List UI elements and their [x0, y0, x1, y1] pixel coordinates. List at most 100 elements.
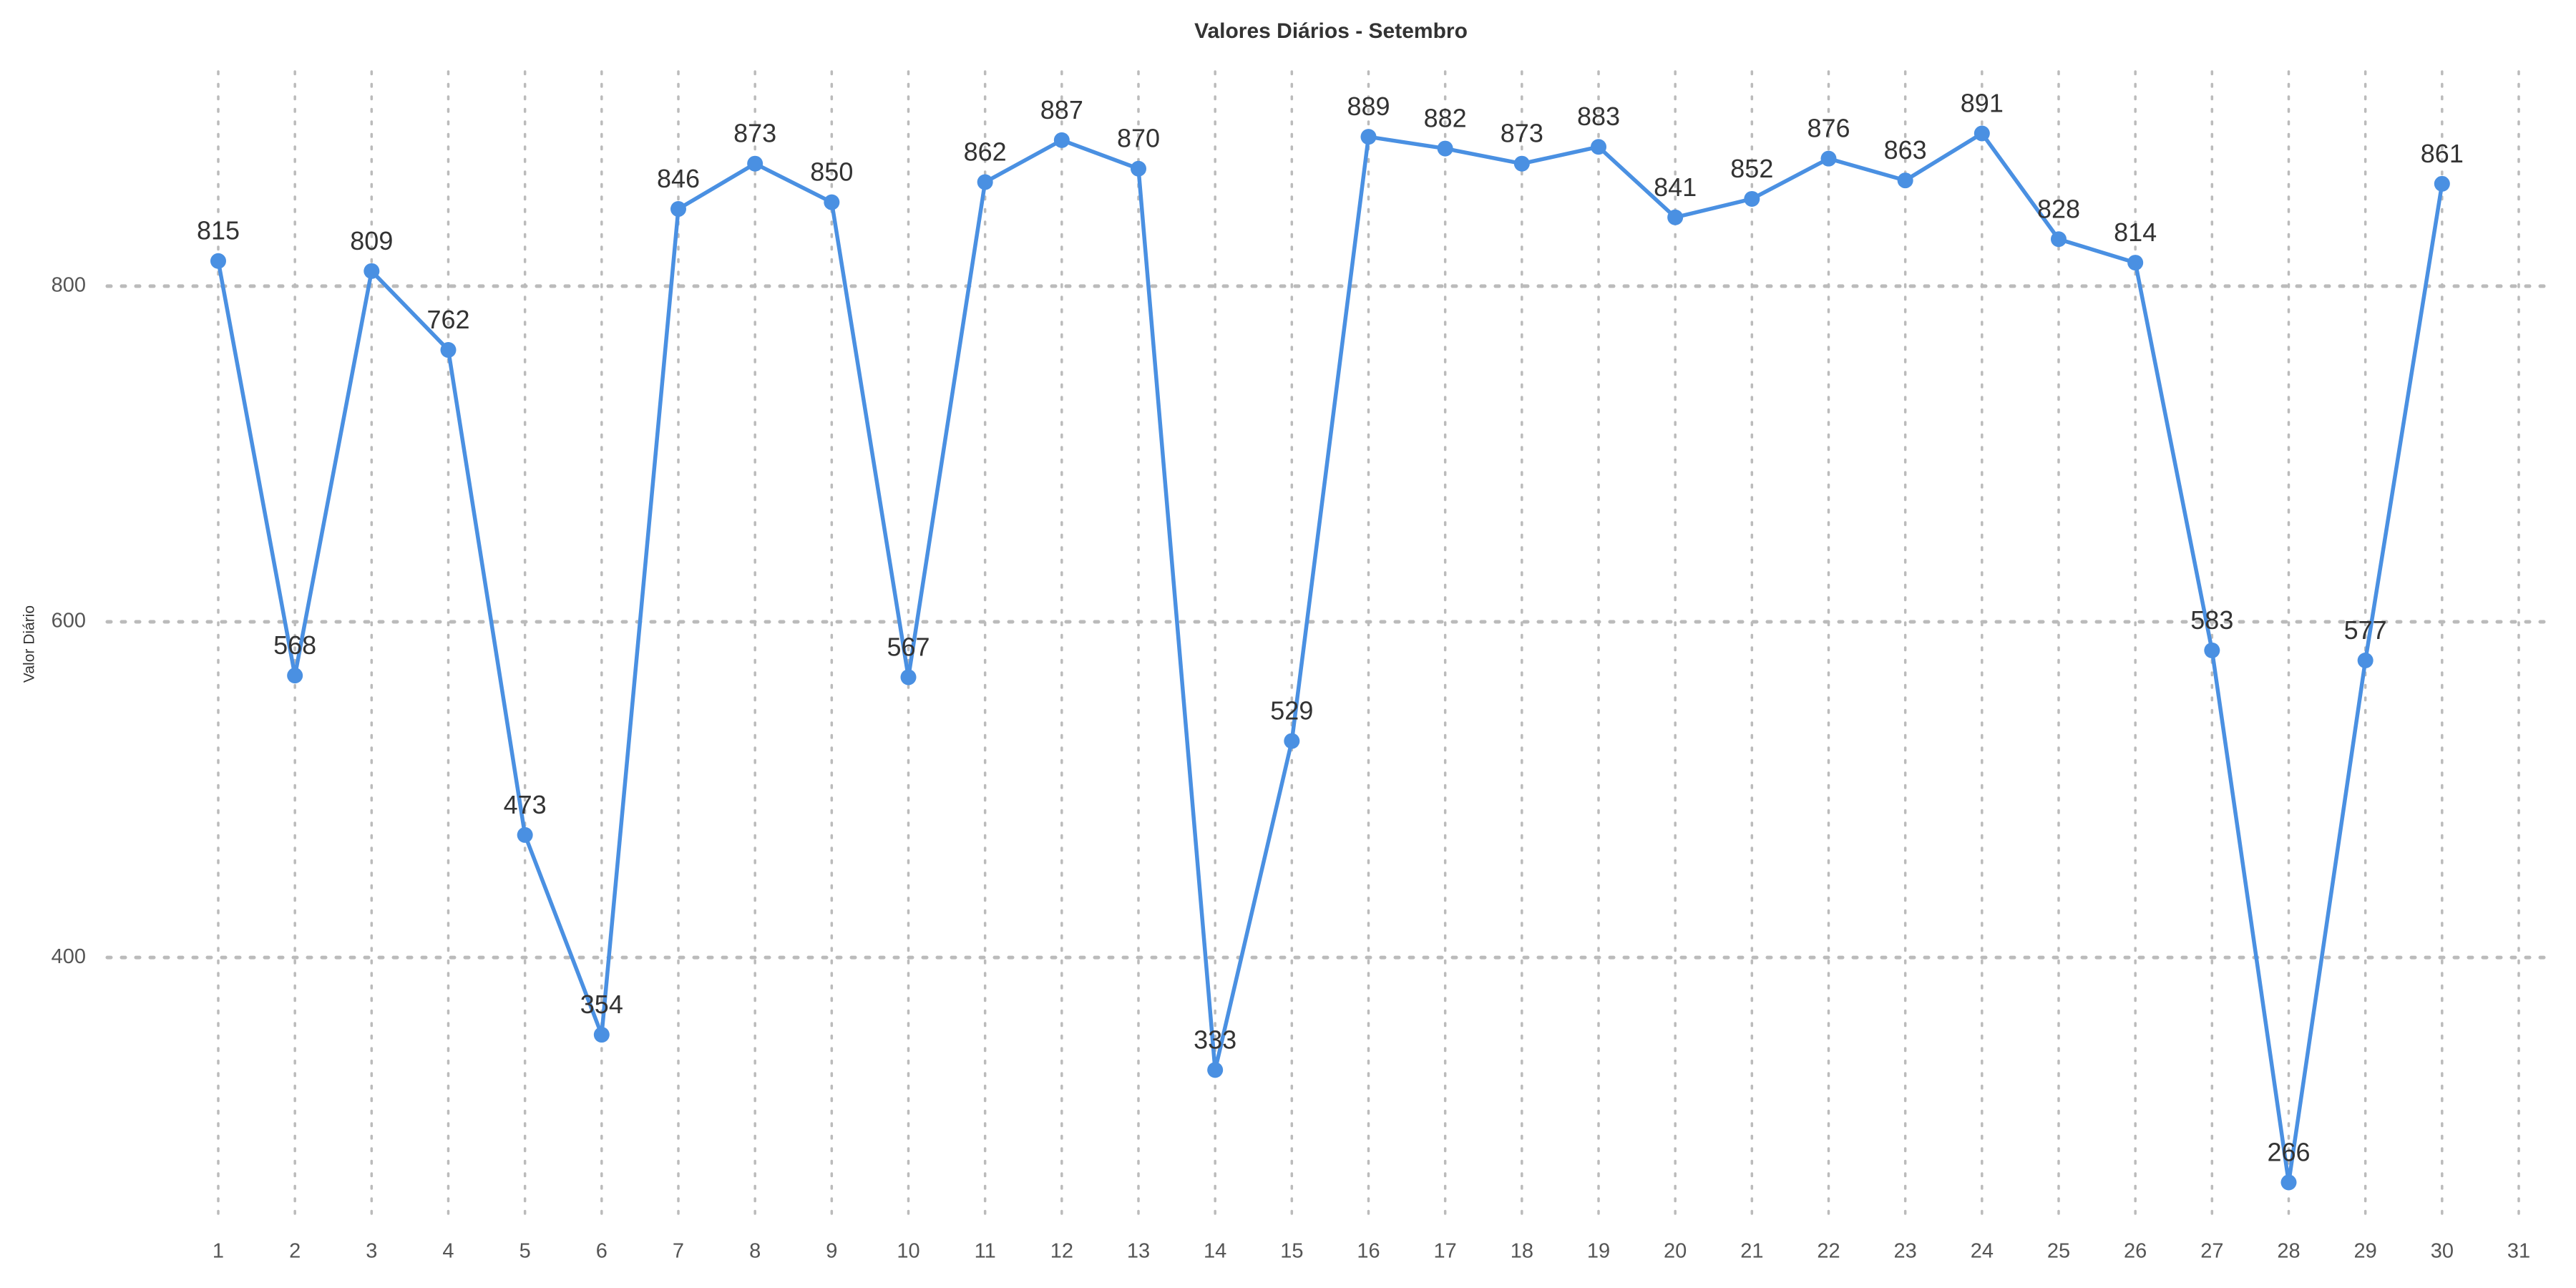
data-point [1667, 209, 1684, 225]
data-label: 266 [2267, 1137, 2310, 1166]
x-tick-label: 24 [1971, 1240, 1994, 1263]
data-label: 883 [1577, 102, 1620, 131]
data-label: 583 [2190, 605, 2233, 635]
data-point [1207, 1062, 1224, 1078]
data-label: 828 [2037, 194, 2080, 223]
data-point [1131, 160, 1146, 177]
data-point [1591, 139, 1606, 155]
data-label: 861 [2421, 139, 2464, 168]
x-tick-label: 28 [2277, 1240, 2300, 1263]
y-tick-label: 400 [52, 945, 86, 968]
data-point [824, 194, 840, 210]
data-label: 815 [197, 216, 240, 245]
data-label: 473 [504, 790, 547, 819]
data-label: 841 [1654, 172, 1697, 202]
x-tick-label: 1 [213, 1240, 224, 1263]
data-label: 852 [1730, 154, 1773, 183]
data-point [2280, 1174, 2297, 1191]
x-tick-label: 5 [519, 1240, 531, 1263]
data-label: 850 [810, 157, 853, 187]
data-point [977, 174, 993, 190]
data-point [1053, 132, 1070, 148]
data-point [287, 668, 303, 684]
data-point [2204, 642, 2220, 658]
data-point [1437, 140, 1453, 157]
x-tick-label: 16 [1357, 1240, 1380, 1263]
data-point [2127, 255, 2144, 271]
x-tick-label: 21 [1740, 1240, 1763, 1263]
x-tick-label: 20 [1664, 1240, 1687, 1263]
data-label: 887 [1040, 95, 1083, 125]
grid-lines [105, 70, 2557, 1218]
data-point [1820, 150, 1837, 167]
series-line [216, 131, 2444, 1185]
data-point [364, 263, 380, 279]
data-point [1360, 129, 1377, 145]
x-tick-label: 13 [1127, 1240, 1150, 1263]
data-point [1284, 733, 1300, 749]
x-tick-label: 4 [442, 1240, 454, 1263]
data-label: 809 [350, 226, 393, 255]
data-point [1513, 155, 1530, 172]
x-tick-label: 10 [897, 1240, 919, 1263]
data-label: 862 [964, 137, 1007, 167]
y-axis-ticks: 400 600 800 [52, 274, 86, 968]
data-point [2357, 652, 2373, 668]
data-point [440, 342, 457, 358]
data-point [900, 669, 917, 686]
data-label: 873 [1501, 119, 1543, 148]
data-label: 846 [657, 164, 700, 193]
data-label: 891 [1961, 88, 2004, 117]
x-tick-label: 2 [289, 1240, 301, 1263]
data-point [210, 253, 226, 269]
data-point [1974, 125, 1990, 142]
x-tick-label: 18 [1511, 1240, 1533, 1263]
x-tick-label: 31 [2507, 1240, 2530, 1263]
data-point [670, 201, 686, 218]
data-point [2051, 231, 2067, 248]
data-labels: 815 568 809 762 473 354 846 873 850 567 862 887 870 3… [197, 88, 2464, 1166]
data-label: 882 [1424, 104, 1467, 133]
x-axis-ticks: 1 2 3 4 5 6 7 8 9 10 11 12 13 14 15 16 17 18 19 20 21 22 23 24 2… [213, 1240, 2530, 1263]
data-point [2434, 175, 2450, 192]
data-label: 814 [2114, 218, 2157, 247]
x-tick-label: 19 [1587, 1240, 1610, 1263]
data-label: 870 [1117, 124, 1160, 153]
data-label: 567 [887, 632, 930, 661]
x-tick-label: 14 [1204, 1240, 1226, 1263]
x-tick-label: 27 [2200, 1240, 2223, 1263]
data-label: 354 [580, 990, 623, 1019]
data-label: 333 [1194, 1025, 1236, 1054]
y-axis-label: Valor Diário [21, 605, 38, 683]
x-tick-label: 11 [975, 1240, 996, 1263]
data-point [1744, 190, 1760, 207]
y-tick-label: 800 [52, 274, 86, 297]
data-point [593, 1027, 610, 1043]
data-label: 762 [426, 305, 469, 334]
y-tick-label: 600 [52, 610, 86, 633]
x-tick-label: 30 [2431, 1240, 2454, 1263]
x-tick-label: 26 [2124, 1240, 2147, 1263]
x-tick-label: 9 [826, 1240, 837, 1263]
data-label: 863 [1884, 135, 1927, 165]
data-points [210, 125, 2450, 1191]
x-tick-label: 17 [1434, 1240, 1457, 1263]
data-label: 876 [1807, 114, 1850, 143]
data-label: 889 [1347, 92, 1390, 121]
x-tick-label: 15 [1280, 1240, 1303, 1263]
x-tick-label: 3 [366, 1240, 377, 1263]
data-label: 873 [733, 119, 776, 148]
x-tick-label: 7 [673, 1240, 684, 1263]
chart-title: Valores Diários - Setembro [1194, 19, 1468, 43]
x-tick-label: 23 [1894, 1240, 1917, 1263]
data-label: 568 [273, 630, 316, 660]
data-label: 577 [2344, 615, 2387, 645]
x-tick-label: 22 [1817, 1240, 1840, 1263]
data-point [517, 826, 533, 843]
data-point [1897, 172, 1913, 189]
x-tick-label: 25 [2047, 1240, 2070, 1263]
x-tick-label: 12 [1050, 1240, 1073, 1263]
data-label: 529 [1270, 696, 1313, 726]
x-tick-label: 29 [2354, 1240, 2377, 1263]
